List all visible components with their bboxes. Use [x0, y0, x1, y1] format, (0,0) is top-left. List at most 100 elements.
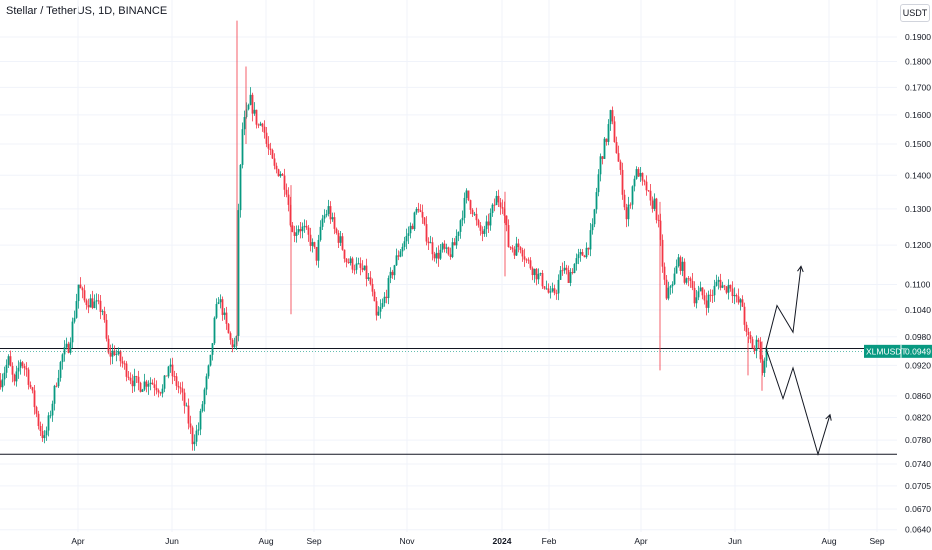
- candle-body: [207, 365, 210, 377]
- candle-body: [569, 272, 572, 283]
- candle-body: [69, 342, 72, 353]
- candle-body: [349, 258, 352, 264]
- candle-body: [27, 369, 30, 385]
- candle-body: [535, 268, 538, 280]
- candle-body: [169, 364, 172, 367]
- candle-body: [293, 231, 296, 236]
- candle-body: [441, 243, 444, 250]
- candle-body: [377, 311, 380, 316]
- candle-body: [165, 375, 168, 377]
- candle-body: [85, 300, 88, 306]
- y-tick-label: 0.1100: [905, 279, 931, 289]
- candle-body: [295, 232, 298, 236]
- candle-body: [299, 229, 302, 232]
- candle-body: [97, 300, 100, 302]
- candle-body: [487, 221, 490, 226]
- candle-body: [287, 194, 290, 205]
- candle-body: [317, 239, 320, 261]
- candle-body: [553, 288, 556, 293]
- candle-body: [407, 233, 410, 236]
- candle-body: [547, 288, 550, 293]
- candle-body: [715, 281, 718, 286]
- candle-body: [29, 384, 32, 388]
- candle-body: [517, 243, 520, 248]
- candle-body: [223, 312, 226, 315]
- candle-body: [525, 259, 528, 261]
- candle-body: [501, 207, 504, 209]
- candle-body: [637, 169, 640, 177]
- candle-body: [231, 339, 234, 348]
- candle-body: [31, 387, 34, 391]
- candle-body: [327, 206, 330, 214]
- y-tick-label: 0.0640: [905, 525, 931, 535]
- candle-body: [163, 375, 166, 389]
- candle-body: [359, 263, 362, 268]
- candle-body: [71, 321, 74, 343]
- candle-body: [443, 243, 446, 249]
- candle-body: [701, 287, 704, 296]
- unit-button[interactable]: USDT: [900, 4, 930, 22]
- candle-body: [523, 256, 526, 260]
- candle-body: [155, 387, 158, 391]
- candle-body: [549, 291, 552, 293]
- candle-body: [357, 263, 360, 265]
- candle-body: [755, 339, 758, 351]
- candle-body: [385, 296, 388, 299]
- candle-body: [623, 194, 626, 208]
- last-price-box: [864, 344, 932, 358]
- y-tick-label: 0.1600: [905, 110, 931, 120]
- candle-body: [115, 354, 118, 355]
- candle-body: [275, 165, 278, 170]
- candle-body: [291, 225, 294, 232]
- candle-body: [401, 246, 404, 252]
- candle-body: [663, 266, 666, 280]
- candle-body: [479, 225, 482, 231]
- candle-body: [83, 290, 86, 301]
- candle-body: [473, 213, 476, 215]
- candle-body: [103, 311, 106, 320]
- candle-body: [717, 279, 720, 282]
- candle-body: [265, 132, 268, 144]
- candle-body: [471, 209, 474, 215]
- candle-body: [181, 388, 184, 393]
- candle-body: [253, 109, 256, 114]
- candle-body: [653, 198, 656, 209]
- candle-body: [107, 338, 110, 353]
- candle-body: [235, 335, 238, 345]
- candle-body: [607, 124, 610, 142]
- candle-body: [135, 376, 138, 377]
- candle-body: [677, 257, 680, 267]
- candle-body: [745, 324, 748, 332]
- candle-body: [211, 343, 214, 355]
- y-tick-label: 0.1300: [905, 204, 931, 214]
- candle-body: [337, 232, 340, 243]
- candle-body: [1, 379, 4, 388]
- candle-body: [469, 200, 472, 210]
- candle-body: [345, 258, 348, 263]
- candle-body: [3, 372, 6, 380]
- candle-body: [41, 431, 44, 439]
- candle-body: [329, 206, 332, 220]
- candle-body: [61, 354, 64, 363]
- candle-body: [515, 243, 518, 256]
- candle-body: [545, 288, 548, 290]
- candle-body: [461, 217, 464, 221]
- candle-body: [699, 287, 702, 292]
- projection-paths: [765, 265, 832, 457]
- candle-body: [281, 174, 284, 176]
- candle-body: [33, 390, 36, 408]
- candle-body: [121, 361, 124, 364]
- candle-body: [205, 376, 208, 390]
- candle-body: [513, 249, 516, 256]
- candle-body: [661, 239, 664, 267]
- candle-body: [57, 377, 60, 387]
- candle-body: [19, 362, 22, 368]
- candle-body: [297, 229, 300, 233]
- candle-body: [635, 169, 638, 179]
- candle-body: [5, 364, 8, 373]
- candle-body: [685, 278, 688, 283]
- candle-body: [759, 341, 762, 360]
- y-tick-label: 0.0670: [905, 504, 931, 514]
